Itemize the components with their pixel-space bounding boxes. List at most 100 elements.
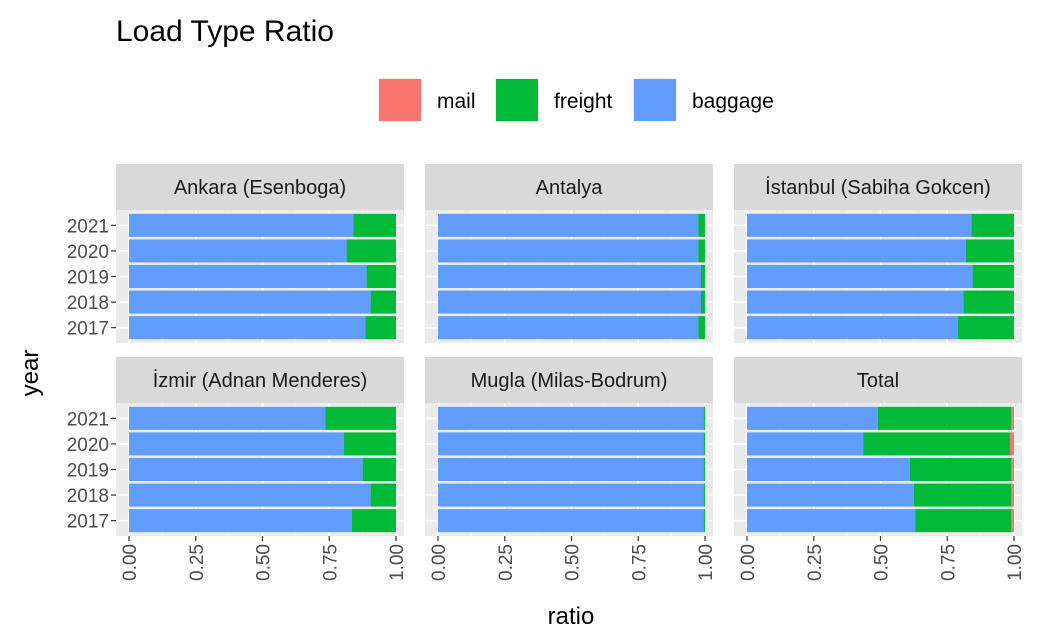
bar-baggage bbox=[438, 432, 704, 456]
bar-baggage bbox=[129, 213, 354, 237]
strip-background bbox=[425, 164, 713, 210]
bar-baggage bbox=[747, 213, 972, 237]
y-tick-label: 2021 bbox=[67, 409, 109, 430]
chart-title: Load Type Ratio bbox=[116, 15, 334, 48]
x-tick-label: 0.00 bbox=[429, 544, 450, 581]
bar-baggage bbox=[438, 509, 704, 533]
bar-freight bbox=[353, 213, 396, 237]
bar-freight bbox=[915, 509, 1012, 533]
bar-freight bbox=[698, 239, 705, 263]
y-tick-label: 2017 bbox=[67, 319, 109, 340]
x-axes: 0.00 0.25 0.50 0.75 1.00 0.00 0.25 0.50 0.75 1.00… bbox=[120, 536, 1026, 581]
strip-label: İstanbul (Sabiha Gokcen) bbox=[765, 176, 991, 199]
bar-freight bbox=[963, 290, 1014, 314]
bar-freight bbox=[971, 213, 1014, 237]
bar-freight bbox=[703, 457, 705, 482]
bar-baggage bbox=[747, 264, 973, 289]
y-tick-label: 2018 bbox=[67, 293, 109, 314]
x-tick-label: 1.00 bbox=[387, 544, 408, 581]
y-tick-label: 2019 bbox=[67, 461, 109, 482]
bar-baggage bbox=[129, 316, 366, 340]
x-tick-label: 0.75 bbox=[629, 544, 650, 581]
legend-label-baggage: baggage bbox=[692, 90, 774, 113]
bar-freight bbox=[351, 509, 396, 533]
bar-freight bbox=[703, 509, 705, 533]
strip-background bbox=[425, 357, 713, 403]
legend-item-baggage: baggage bbox=[633, 78, 774, 122]
x-tick-label: 0.25 bbox=[805, 544, 826, 581]
x-tick-label: 1.00 bbox=[696, 544, 717, 581]
y-tick-label: 2021 bbox=[67, 216, 109, 237]
bar-baggage bbox=[438, 483, 704, 507]
strip-label: İzmir (Adnan Menderes) bbox=[153, 369, 368, 392]
panel: İstanbul (Sabiha Gokcen) bbox=[734, 164, 1022, 343]
panel: Ankara (Esenboga) 2017 2018 2019 2020 2021 bbox=[67, 164, 404, 343]
bar-baggage bbox=[129, 457, 363, 482]
bar-freight bbox=[370, 290, 396, 314]
bar-freight bbox=[346, 239, 396, 263]
bar-baggage bbox=[129, 406, 326, 430]
bar-freight bbox=[877, 406, 1012, 430]
bar-baggage bbox=[747, 239, 966, 263]
bar-freight bbox=[370, 483, 396, 507]
bar-freight bbox=[913, 483, 1012, 507]
legend: mail freight baggage bbox=[378, 78, 774, 122]
strip-background bbox=[116, 164, 404, 210]
legend-key-baggage bbox=[634, 79, 676, 121]
y-axis-title: year bbox=[17, 350, 44, 397]
bar-baggage bbox=[438, 457, 704, 482]
bar-baggage bbox=[129, 509, 352, 533]
x-axis-title: ratio bbox=[548, 603, 595, 630]
bar-baggage bbox=[438, 290, 701, 314]
bar-baggage bbox=[438, 213, 699, 237]
panel: Total bbox=[734, 357, 1022, 536]
x-tick-label: 0.25 bbox=[187, 544, 208, 581]
bar-mail bbox=[1011, 509, 1014, 533]
strip-background bbox=[734, 164, 1022, 210]
bar-baggage bbox=[747, 432, 864, 456]
panel: Antalya bbox=[425, 164, 713, 343]
bar-freight bbox=[957, 316, 1014, 340]
bar-baggage bbox=[129, 239, 347, 263]
bar-baggage bbox=[747, 406, 878, 430]
strip-background bbox=[116, 357, 404, 403]
bar-freight bbox=[325, 406, 396, 430]
y-tick-label: 2018 bbox=[67, 486, 109, 507]
x-tick-label: 0.50 bbox=[872, 544, 893, 581]
bar-mail bbox=[1011, 483, 1014, 507]
bar-baggage bbox=[129, 483, 371, 507]
bar-freight bbox=[703, 432, 705, 456]
strip-label: Total bbox=[857, 370, 899, 392]
x-tick-label: 1.00 bbox=[1005, 544, 1026, 581]
legend-label-mail: mail bbox=[437, 90, 476, 113]
strip-label: Ankara (Esenboga) bbox=[174, 177, 346, 199]
bar-freight bbox=[700, 290, 705, 314]
y-tick-label: 2019 bbox=[67, 268, 109, 289]
bar-freight bbox=[343, 432, 396, 456]
bar-baggage bbox=[129, 290, 371, 314]
panel: Mugla (Milas-Bodrum) bbox=[425, 357, 713, 536]
strip-label: Mugla (Milas-Bodrum) bbox=[471, 370, 668, 392]
legend-item-mail: mail bbox=[378, 78, 476, 122]
panel: İzmir (Adnan Menderes) 2017 2018 2019 2020 20… bbox=[67, 357, 404, 536]
bar-freight bbox=[698, 316, 705, 340]
bar-mail bbox=[1009, 432, 1014, 456]
bar-baggage bbox=[747, 483, 914, 507]
x-tick-label: 0.25 bbox=[496, 544, 517, 581]
legend-label-freight: freight bbox=[554, 90, 613, 113]
bar-baggage bbox=[747, 457, 910, 482]
bar-baggage bbox=[129, 432, 344, 456]
legend-key-freight bbox=[496, 79, 538, 121]
y-tick-label: 2020 bbox=[67, 435, 109, 456]
facet-panels: Ankara (Esenboga) 2017 2018 2019 2020 2021 Ant… bbox=[67, 164, 1022, 536]
bar-freight bbox=[965, 239, 1014, 263]
bar-baggage bbox=[129, 264, 367, 289]
bar-mail bbox=[1011, 406, 1014, 430]
bar-baggage bbox=[438, 316, 699, 340]
bar-freight bbox=[365, 316, 396, 340]
bar-mail bbox=[1011, 457, 1014, 482]
bar-freight bbox=[698, 213, 705, 237]
legend-key-mail bbox=[379, 79, 421, 121]
legend-item-freight: freight bbox=[495, 78, 613, 122]
x-tick-label: 0.50 bbox=[254, 544, 275, 581]
